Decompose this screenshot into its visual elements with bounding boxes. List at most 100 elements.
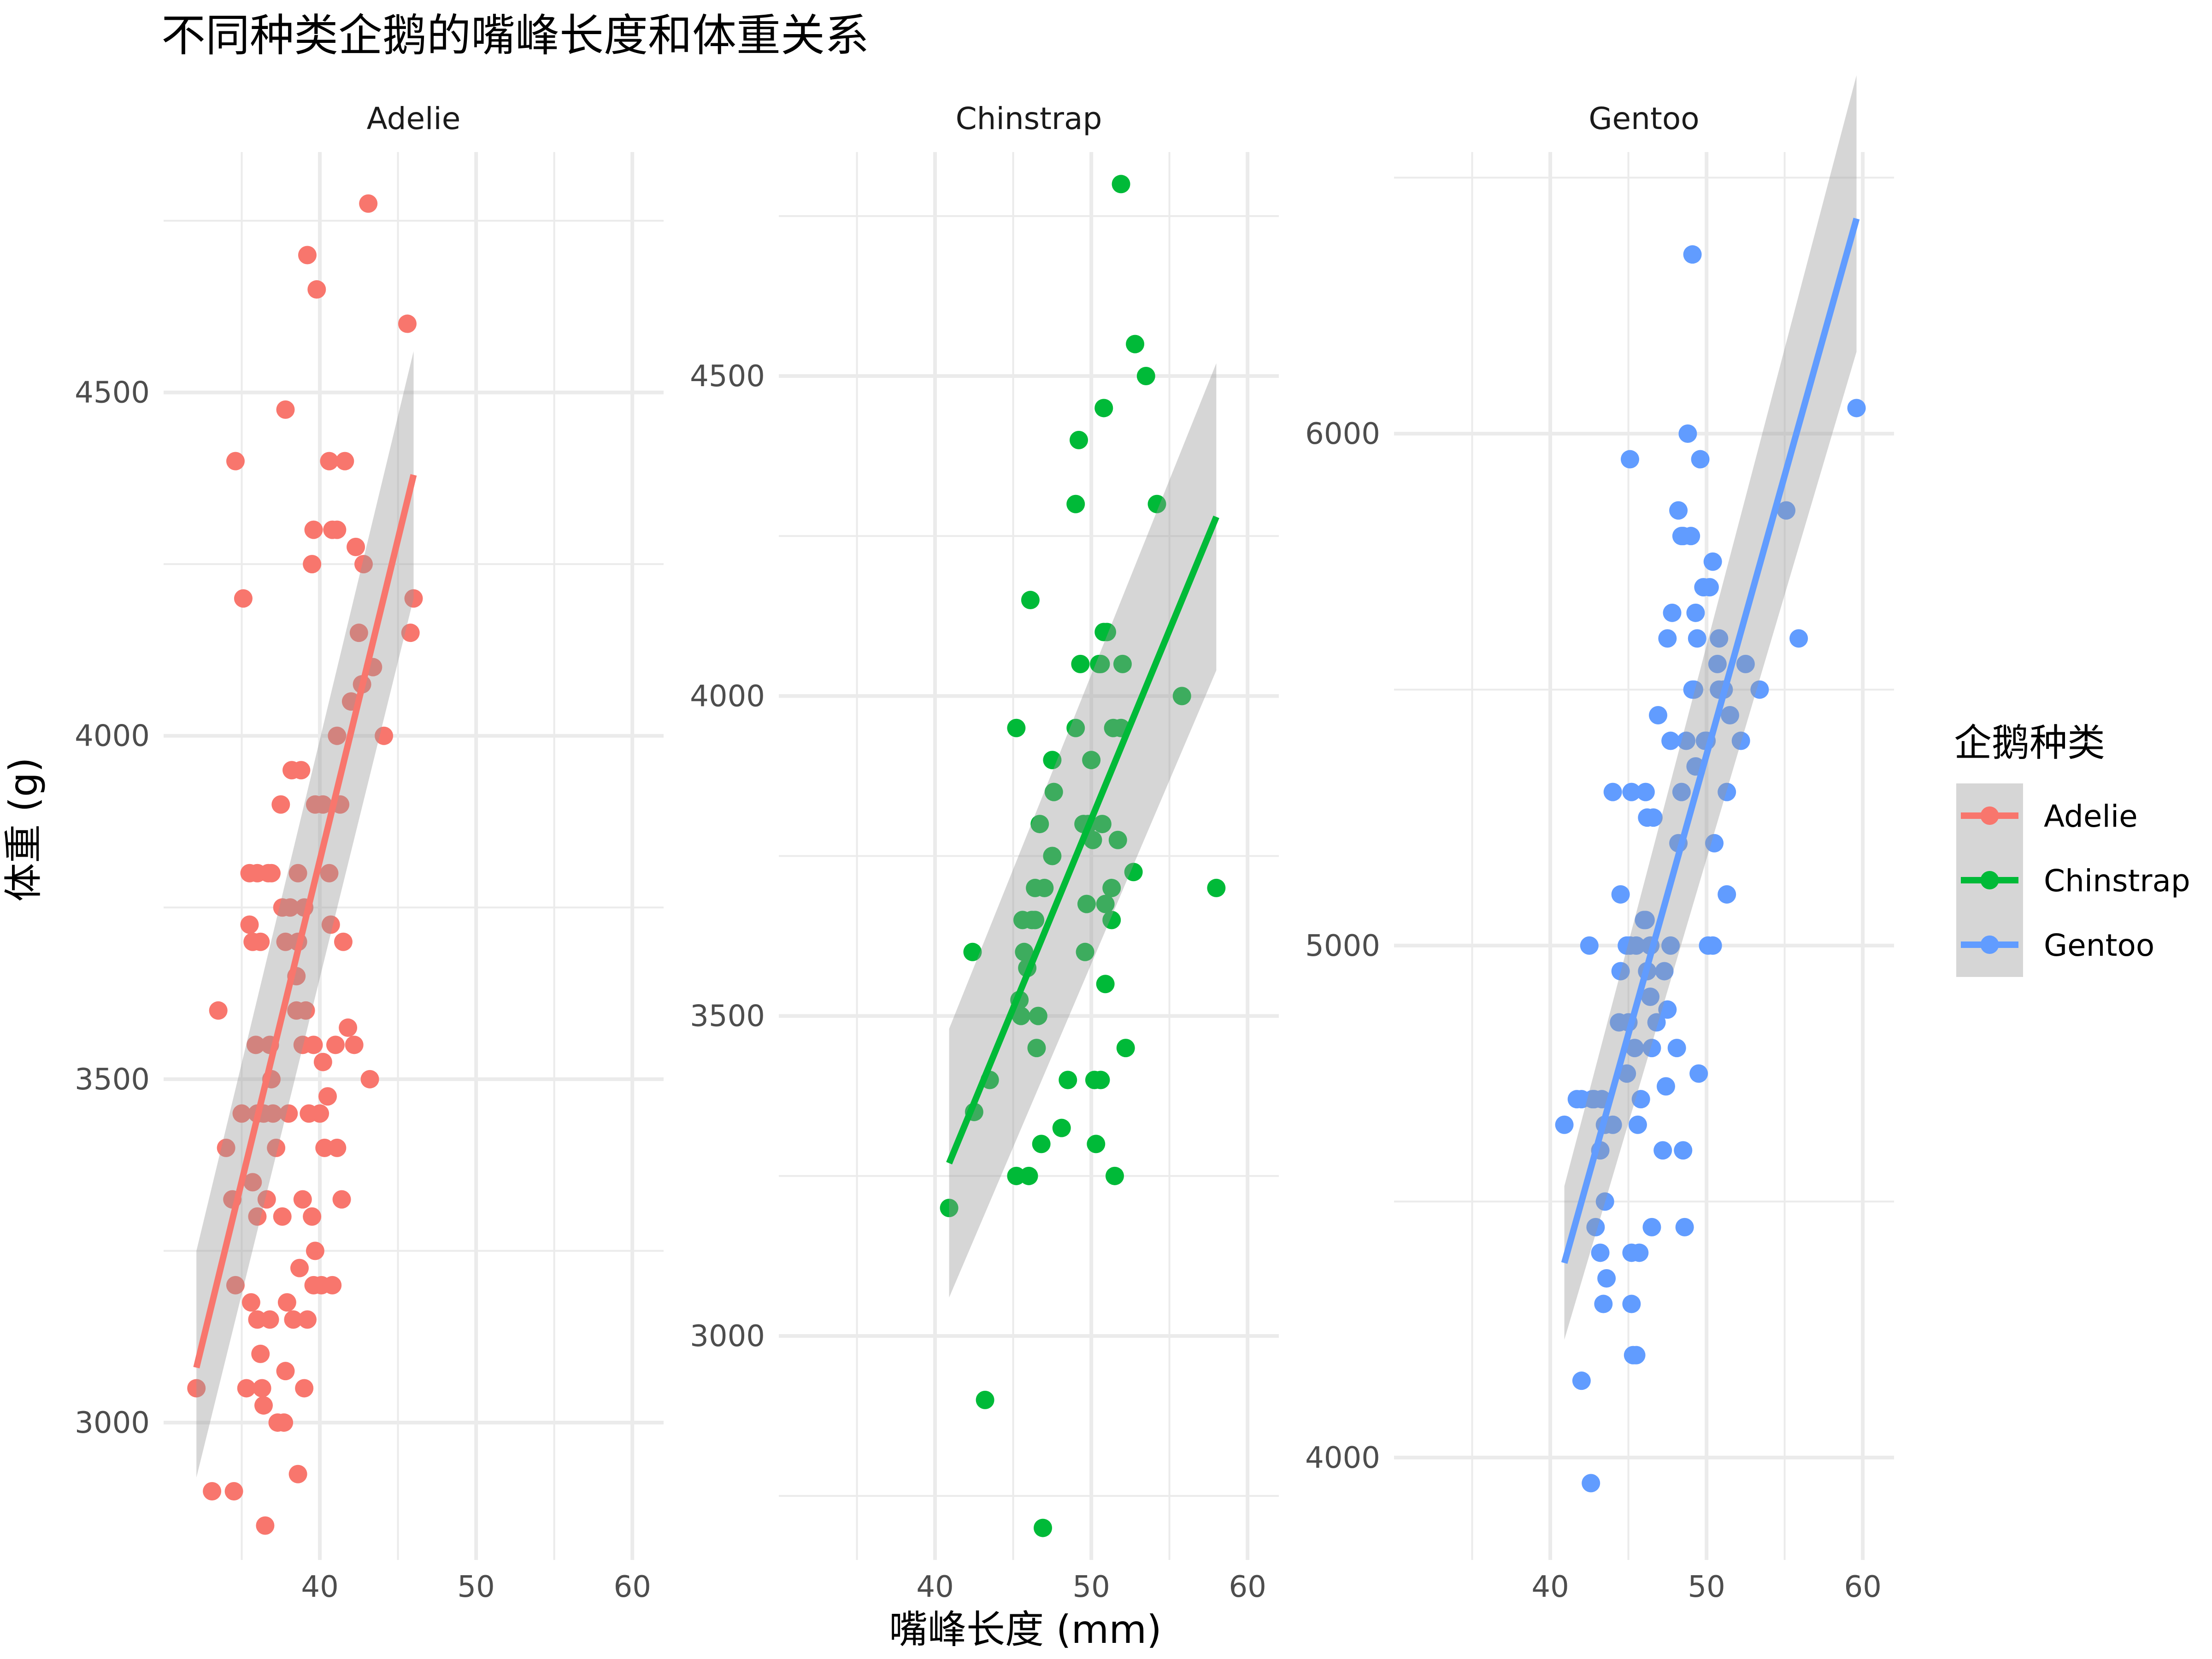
data-point: [1102, 878, 1121, 897]
data-point: [1595, 1192, 1614, 1211]
data-point: [1034, 1518, 1053, 1537]
data-point: [209, 1001, 228, 1020]
y-tick-label: 4000: [75, 719, 150, 753]
data-point: [1731, 731, 1750, 750]
data-point: [248, 1207, 267, 1226]
data-point: [290, 1259, 309, 1277]
data-point: [288, 864, 307, 882]
data-point: [321, 915, 340, 934]
x-tick-label: 60: [613, 1570, 651, 1604]
data-point: [1603, 782, 1622, 801]
data-point: [345, 1035, 364, 1054]
confidence-band: [949, 363, 1217, 1298]
data-point: [1658, 1000, 1677, 1019]
data-point: [311, 1104, 329, 1123]
data-point: [1620, 936, 1639, 955]
data-point: [313, 795, 332, 814]
data-point: [1638, 808, 1657, 827]
data-point: [328, 726, 347, 745]
data-point: [1700, 578, 1719, 597]
data-point: [1096, 975, 1115, 994]
data-point: [257, 1190, 276, 1209]
data-point: [1847, 399, 1866, 418]
data-point: [295, 1379, 314, 1398]
legend-key-point: [1980, 935, 1999, 954]
legend: 企鹅种类 Adelie Chinstrap Gentoo: [1954, 721, 2190, 977]
data-point: [1674, 527, 1693, 546]
y-tick-label: 3000: [690, 1319, 765, 1353]
data-point: [1147, 494, 1166, 513]
data-point: [1077, 894, 1096, 913]
data-point: [1635, 911, 1653, 930]
data-point: [284, 1310, 303, 1329]
data-point: [288, 1465, 307, 1483]
data-point: [277, 1293, 296, 1312]
data-point: [267, 1138, 286, 1157]
data-point: [1627, 1346, 1646, 1365]
data-point: [1620, 450, 1639, 469]
data-point: [1703, 552, 1722, 571]
data-point: [279, 1104, 298, 1123]
data-point: [1675, 1218, 1694, 1236]
data-point: [296, 1001, 315, 1020]
data-point: [339, 1018, 358, 1037]
data-point: [1091, 654, 1110, 673]
legend-label: Chinstrap: [2044, 863, 2190, 899]
data-point: [241, 1293, 260, 1312]
data-point: [1094, 399, 1113, 418]
data-point: [940, 1199, 959, 1218]
data-point: [1669, 501, 1688, 520]
data-point: [1059, 1071, 1077, 1089]
data-point: [1667, 1039, 1686, 1058]
data-point: [1622, 1243, 1641, 1262]
chart-title: 不同种类企鹅的嘴峰长度和体重关系: [161, 10, 869, 61]
data-point: [976, 1390, 994, 1409]
x-tick-label: 40: [301, 1570, 338, 1604]
data-point: [1070, 430, 1088, 449]
confidence-band: [1564, 75, 1857, 1340]
data-point: [404, 589, 423, 608]
data-point: [313, 1053, 332, 1071]
y-tick-label: 4500: [75, 376, 150, 410]
data-point: [1718, 782, 1736, 801]
data-point: [226, 1276, 245, 1294]
data-point: [1108, 830, 1127, 849]
data-point: [251, 1344, 270, 1363]
data-point: [1647, 1013, 1666, 1032]
data-point: [1618, 1064, 1636, 1083]
x-tick-label: 50: [1688, 1570, 1725, 1604]
data-point: [203, 1482, 222, 1500]
regression-line: [193, 474, 417, 1369]
data-point: [1655, 962, 1674, 981]
facet-strip-label: Chinstrap: [956, 101, 1102, 136]
data-point: [1661, 936, 1680, 955]
data-point: [262, 864, 281, 882]
data-point: [323, 1276, 342, 1294]
data-point: [1043, 847, 1062, 865]
x-axis-label: 嘴峰长度 (mm): [889, 1607, 1162, 1652]
data-point: [1678, 424, 1697, 443]
data-point: [1015, 942, 1034, 961]
facet-panel-chinstrap: Chinstrap 40 50 60 3000 3500 4000 4500: [690, 101, 1279, 1604]
data-point: [1126, 335, 1145, 353]
data-point: [1094, 623, 1113, 641]
data-point: [1087, 1135, 1106, 1153]
data-point: [1007, 718, 1026, 737]
data-point: [1636, 782, 1655, 801]
data-point: [1683, 245, 1702, 264]
data-point: [237, 1379, 256, 1398]
data-point: [1096, 894, 1115, 913]
y-tick-label: 4500: [690, 359, 765, 394]
data-point: [354, 555, 373, 574]
x-tick-label: 60: [1229, 1570, 1266, 1604]
data-point: [401, 624, 420, 642]
y-tick-label: 6000: [1305, 417, 1380, 451]
data-point: [1026, 911, 1045, 930]
data-point: [1124, 863, 1143, 882]
y-tick-label: 5000: [1305, 929, 1380, 963]
data-point: [1777, 501, 1796, 520]
data-point: [1019, 1166, 1038, 1185]
data-point: [1091, 1071, 1110, 1089]
data-point: [375, 726, 394, 745]
